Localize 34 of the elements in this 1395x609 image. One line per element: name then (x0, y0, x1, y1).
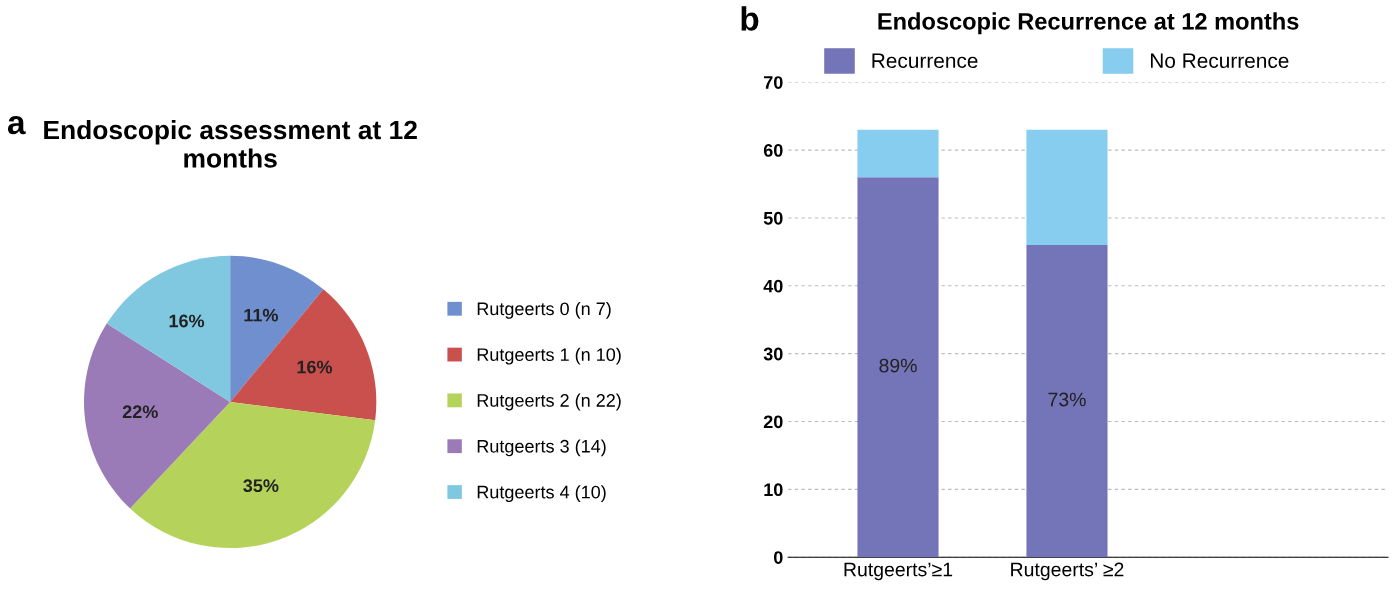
data-label: 35% (243, 479, 279, 493)
text: a (7, 116, 26, 135)
y-tick-label: 0 (773, 551, 783, 564)
data-label: 16% (169, 314, 205, 328)
bar (857, 129, 939, 178)
legend-label: Rutgeerts 2 (n 22) (477, 393, 621, 411)
bar (1026, 129, 1108, 246)
x-tick-label: Rutgeerts’ ≥2 (1011, 562, 1124, 581)
pie-slice (230, 289, 377, 421)
bar (1026, 245, 1108, 558)
data-label: 11% (244, 308, 278, 322)
data-label: 16% (297, 360, 333, 374)
annotation: 73% (1048, 392, 1086, 407)
chart-title: Endoscopic assessment at 12 months (44, 119, 417, 168)
y-tick-label: 60 (763, 144, 783, 157)
chart-title: Endoscopic Recurrence at 12 months (878, 12, 1299, 35)
y-tick-label: 10 (764, 483, 783, 497)
bar (857, 177, 939, 558)
y-tick-label: 50 (763, 211, 783, 225)
legend-label: Rutgeerts 1 (n 10) (477, 347, 621, 365)
legend-label: Rutgeerts 4 (10) (477, 485, 606, 503)
y-tick-label: 20 (763, 415, 783, 429)
legend-label: Recurrence (872, 53, 978, 69)
legend-label: Rutgeerts 3 (14) (477, 439, 606, 457)
y-tick-label: 30 (763, 347, 783, 361)
data-label: 22% (122, 405, 158, 419)
pie-slice (106, 255, 231, 402)
legend-label: No Recurrence (1150, 53, 1289, 69)
text: b (741, 6, 759, 31)
y-tick-label: 70 (764, 76, 783, 89)
annotation: 89% (879, 358, 917, 373)
x-tick-label: Rutgeerts’≥1 (844, 562, 953, 581)
legend-label: Rutgeerts 0 (n 7) (477, 301, 611, 319)
y-tick-label: 40 (763, 279, 783, 293)
